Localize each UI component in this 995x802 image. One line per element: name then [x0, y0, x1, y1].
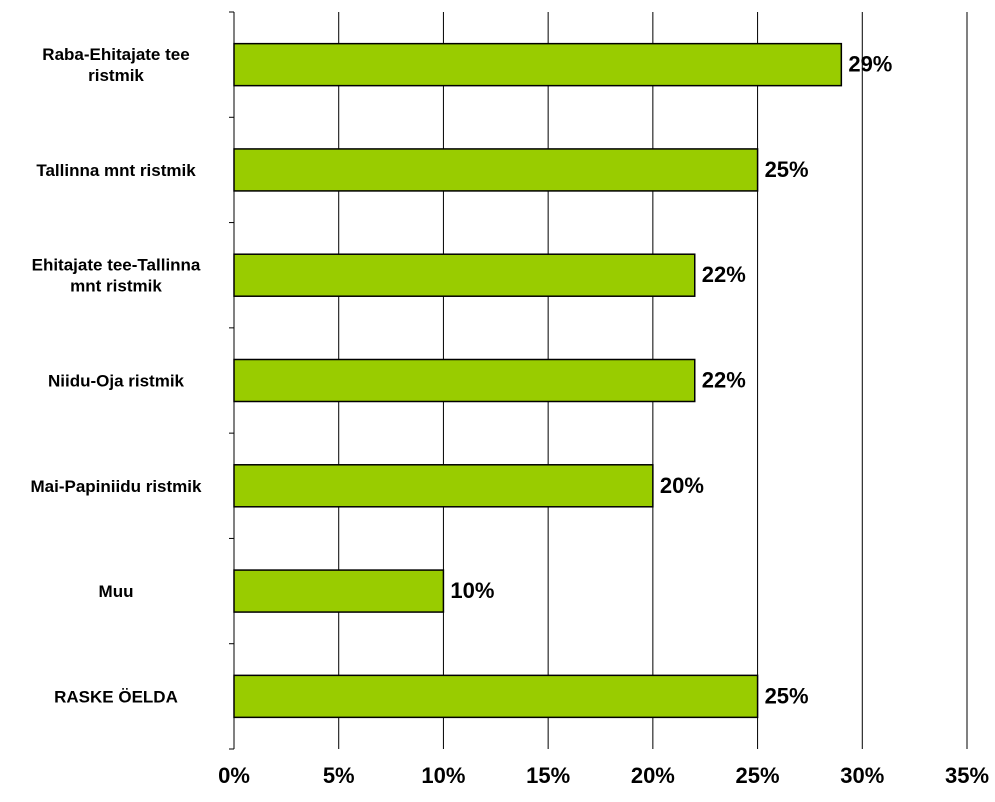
- data-label: 25%: [765, 157, 809, 182]
- category-label: Ehitajate tee-Tallinna mnt ristmik: [32, 256, 201, 296]
- x-tick-label: 0%: [218, 763, 250, 788]
- bars: [233, 42, 843, 719]
- category-label-line: Niidu-Oja ristmik: [48, 372, 185, 391]
- bar: [233, 148, 759, 192]
- bar: [233, 42, 843, 87]
- data-label: 10%: [450, 578, 494, 603]
- category-label-line: Raba-Ehitajate tee: [42, 45, 189, 64]
- category-label: Raba-Ehitajate tee ristmik: [42, 45, 189, 85]
- bar: [233, 674, 759, 719]
- x-tick-label: 30%: [840, 763, 884, 788]
- x-tick-label: 35%: [945, 763, 989, 788]
- data-label: 22%: [702, 368, 746, 393]
- category-label: RASKE ÖELDA: [54, 687, 178, 706]
- labels: 0% 5% 10% 15% 20% 25% 30% 35% 29% Raba-Ehitajate …: [31, 45, 990, 788]
- bar: [233, 464, 654, 508]
- category-label: Muu: [99, 582, 134, 601]
- category-label-line: Tallinna mnt ristmik: [36, 161, 196, 180]
- bar: [233, 358, 696, 403]
- x-tick-label: 15%: [526, 763, 570, 788]
- category-label: Niidu-Oja ristmik: [48, 372, 185, 391]
- category-label-line: RASKE ÖELDA: [54, 687, 178, 706]
- x-tick-label: 20%: [631, 763, 675, 788]
- data-label: 20%: [660, 473, 704, 498]
- bar: [233, 253, 696, 297]
- category-label: Mai-Papiniidu ristmik: [31, 477, 203, 496]
- data-label: 25%: [765, 683, 809, 708]
- bar: [233, 569, 445, 613]
- category-label: Tallinna mnt ristmik: [36, 161, 196, 180]
- x-tick-label: 5%: [323, 763, 355, 788]
- data-label: 29%: [848, 52, 892, 77]
- category-label-line: Muu: [99, 582, 134, 601]
- y-axis: [229, 11, 235, 750]
- data-label: 22%: [702, 262, 746, 287]
- x-tick-label: 10%: [421, 763, 465, 788]
- category-label-line: ristmik: [88, 66, 144, 85]
- x-tick-label: 25%: [736, 763, 780, 788]
- category-label-line: Mai-Papiniidu ristmik: [31, 477, 203, 496]
- category-label-line: mnt ristmik: [70, 277, 162, 296]
- category-label-line: Ehitajate tee-Tallinna: [32, 256, 201, 275]
